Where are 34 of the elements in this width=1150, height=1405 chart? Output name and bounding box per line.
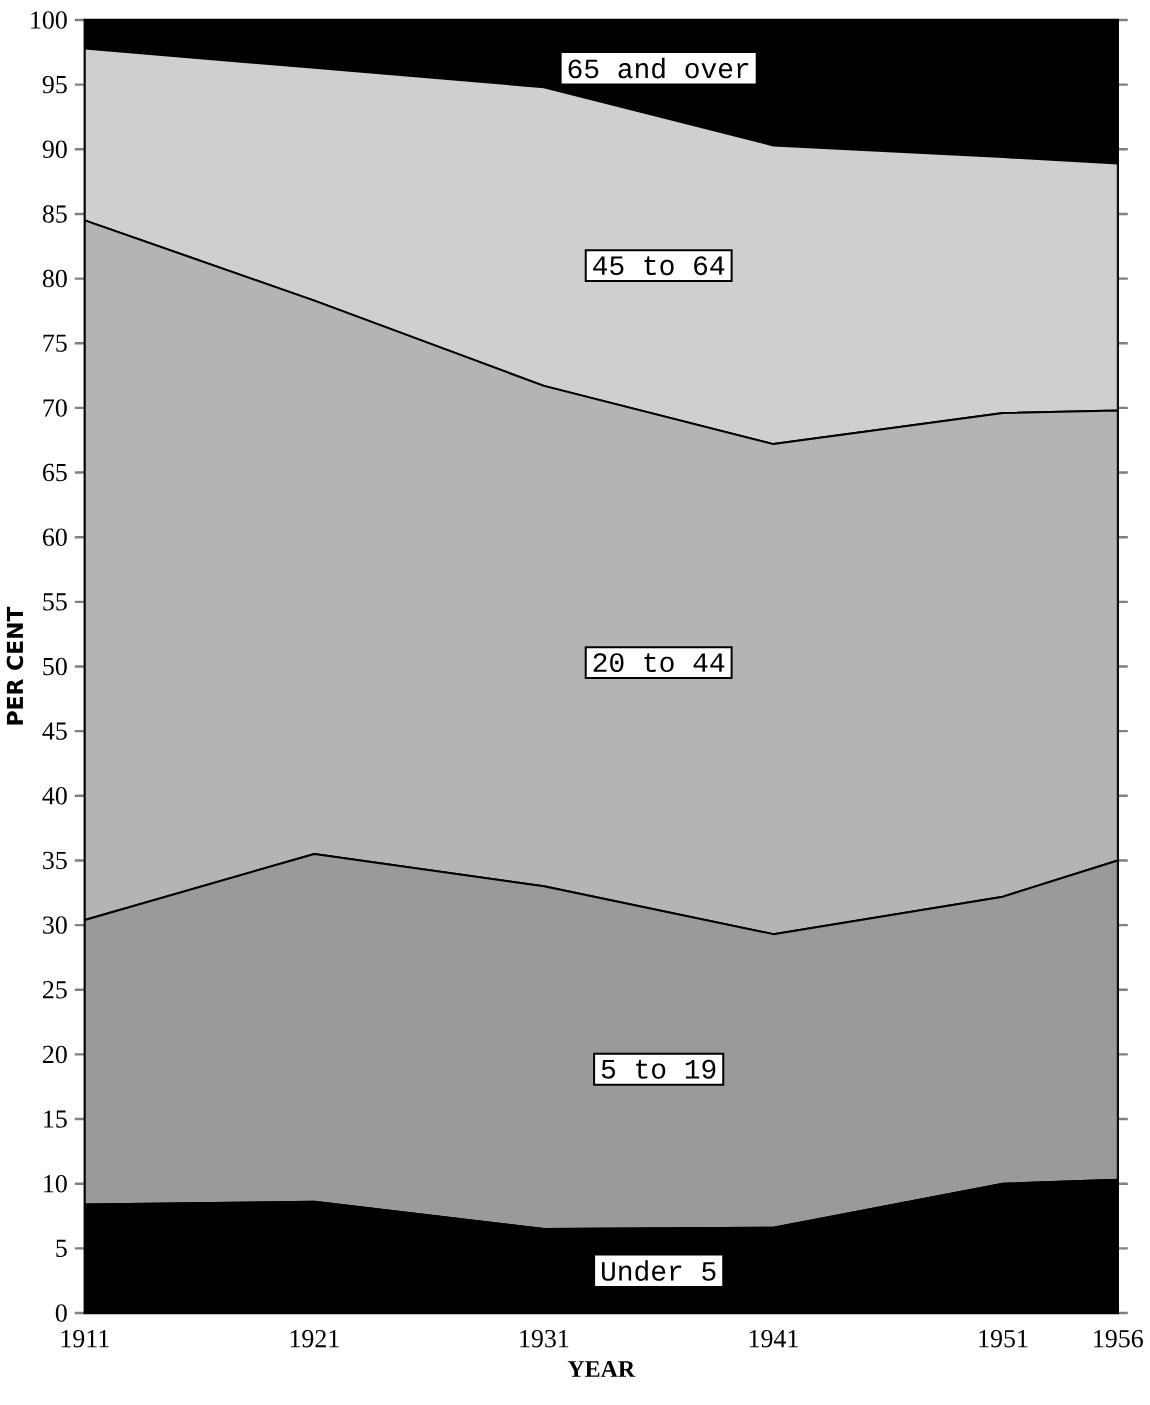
y-tick-label: 60	[42, 528, 67, 546]
series-label: 20 to 44	[593, 653, 725, 673]
y-tick-label: 75	[43, 334, 67, 352]
x-tick-label: 1951	[979, 1329, 1028, 1348]
x-tick-label: 1941	[749, 1329, 798, 1348]
y-tick-label: 20	[42, 1045, 67, 1064]
y-tick-label: 35	[42, 851, 67, 870]
series-label: 65 and over	[568, 57, 749, 79]
y-axis-title: PER CENT	[6, 606, 24, 725]
y-tick-label: 45	[42, 722, 67, 740]
y-tick-label: 40	[42, 787, 67, 805]
x-axis-title: YEAR	[567, 1361, 636, 1377]
y-tick-label: 80	[42, 269, 67, 288]
y-tick-label: 100	[31, 11, 67, 29]
y-tick-label: 70	[43, 399, 67, 417]
x-tick-label: 1931	[520, 1329, 569, 1348]
y-tick-label: 10	[44, 1174, 67, 1193]
series-label: Under 5	[601, 1260, 716, 1281]
y-tick-label: 30	[42, 916, 67, 934]
y-tick-label: 95	[42, 75, 67, 94]
y-tick-label: 50	[43, 657, 67, 676]
y-tick-label: 15	[44, 1110, 67, 1128]
y-tick-label: 55	[43, 593, 67, 611]
x-tick-label: 1911	[61, 1329, 109, 1348]
y-tick-label: 0	[55, 1304, 67, 1322]
y-tick-label: 65	[42, 463, 67, 482]
y-tick-label: 90	[42, 140, 67, 159]
y-tick-label: 5	[56, 1239, 67, 1257]
y-tick-label: 85	[42, 205, 67, 223]
series-label: 45 to 64	[592, 256, 725, 276]
y-tick-label: 25	[42, 981, 67, 999]
x-tick-label: 1921	[290, 1329, 339, 1348]
series-label: 5 to 19	[601, 1059, 716, 1079]
x-tick-label: 1956	[1094, 1329, 1143, 1348]
